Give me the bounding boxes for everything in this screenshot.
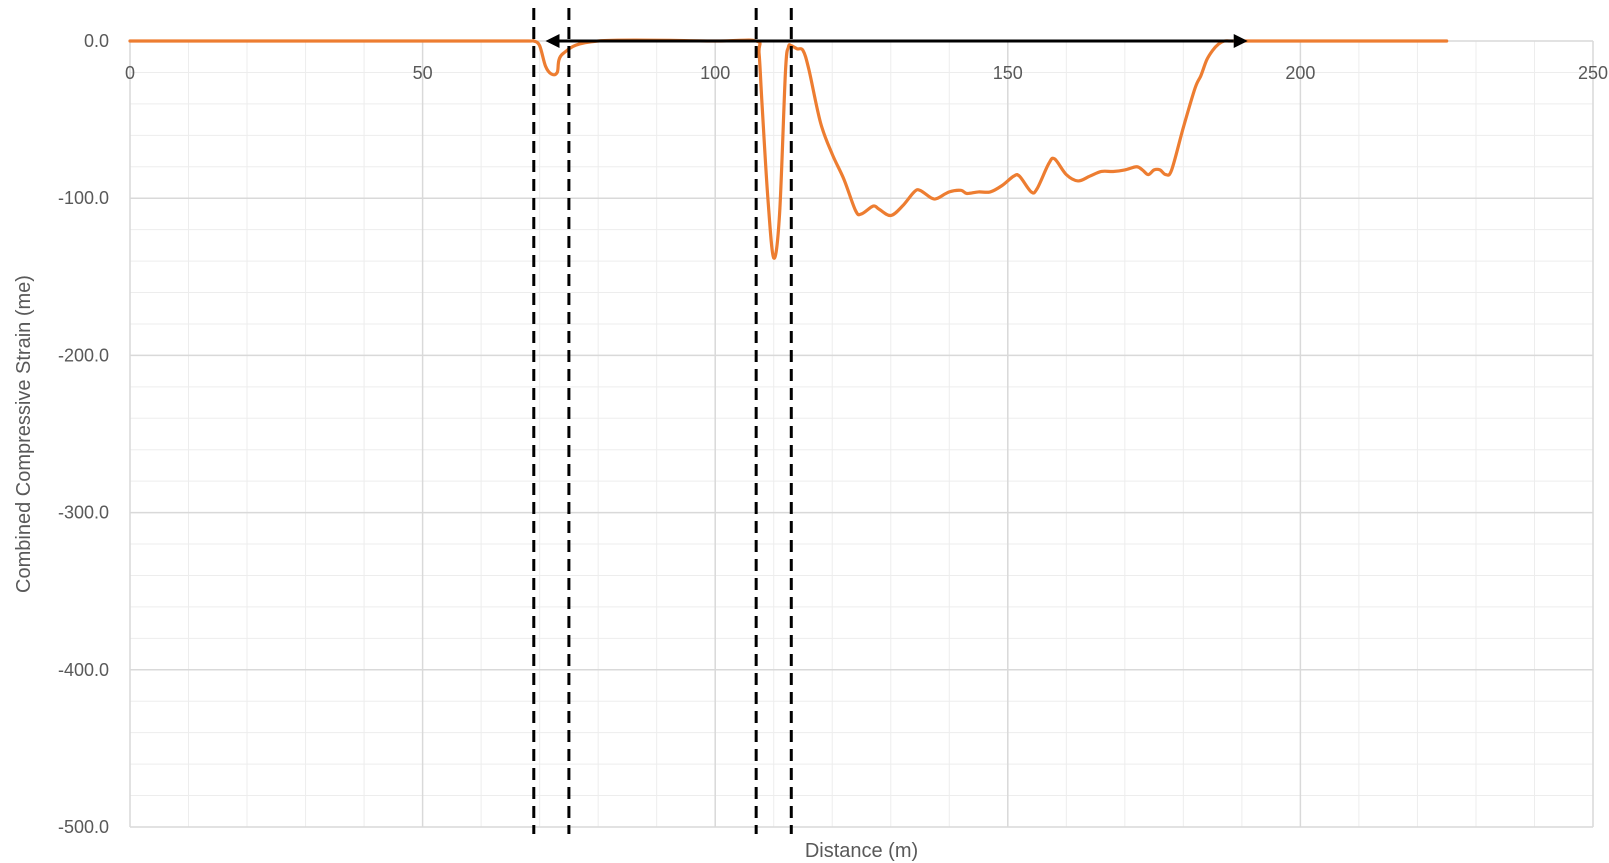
- minor-gridlines: [130, 41, 1593, 827]
- y-tick-label: -500.0: [58, 817, 109, 837]
- arrow-head-left: [545, 34, 560, 48]
- x-axis-tick-labels: 0 50 100 150 200 250: [125, 63, 1608, 83]
- y-tick-label: -300.0: [58, 503, 109, 523]
- arrow-head-right: [1233, 34, 1248, 48]
- y-axis-tick-labels: 0.0 -100.0 -200.0 -300.0 -400.0 -500.0: [58, 31, 109, 837]
- y-tick-label: -200.0: [58, 345, 109, 365]
- x-tick-label: 0: [125, 63, 135, 83]
- x-tick-label: 250: [1578, 63, 1608, 83]
- major-gridlines: [129, 40, 1594, 828]
- y-tick-label: -400.0: [58, 660, 109, 680]
- x-axis-title: Distance (m): [805, 840, 918, 862]
- x-tick-label: 150: [993, 63, 1023, 83]
- y-tick-label: -100.0: [58, 188, 109, 208]
- x-tick-label: 50: [413, 63, 433, 83]
- y-axis-title: Combined Compressive Strain (me): [13, 275, 35, 593]
- annotations: [532, 8, 1248, 834]
- x-tick-label: 100: [700, 63, 730, 83]
- y-tick-label: 0.0: [84, 31, 109, 51]
- x-tick-label: 200: [1285, 63, 1315, 83]
